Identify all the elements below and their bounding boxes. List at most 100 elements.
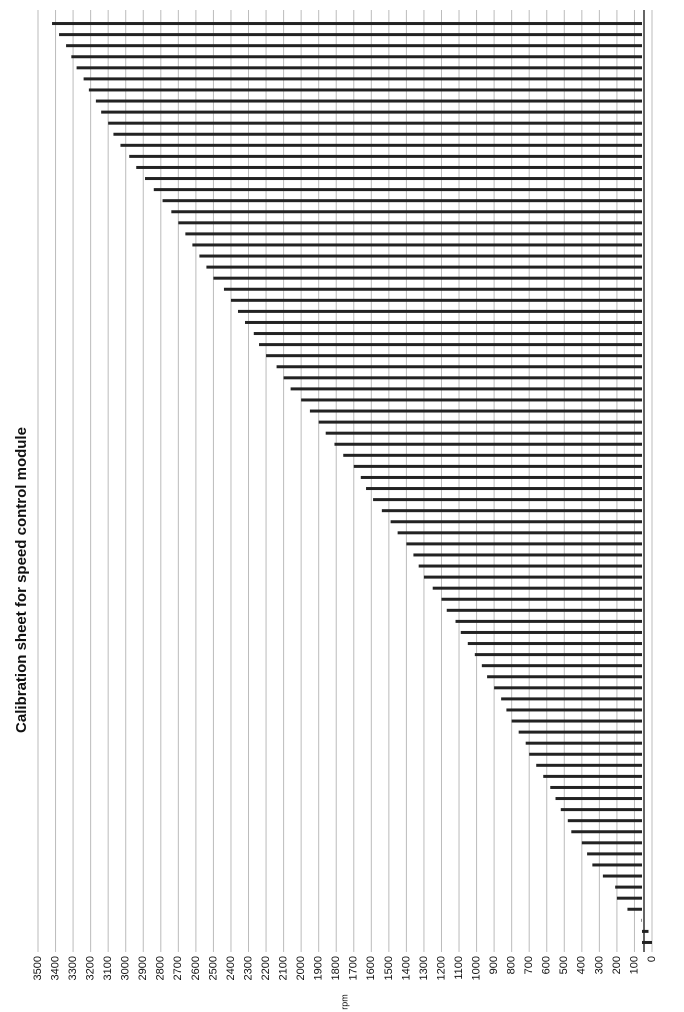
bar (390, 520, 642, 524)
bar (52, 22, 642, 26)
bar (178, 221, 643, 225)
x-tick-label: 2600 (190, 956, 202, 980)
x-tick-label: 1800 (330, 956, 342, 980)
bar (536, 763, 642, 767)
bar (373, 498, 642, 502)
x-tick-label: 2400 (225, 956, 237, 980)
x-tick-label: 400 (576, 956, 588, 974)
bar (136, 165, 643, 169)
bar (455, 619, 642, 623)
x-tick-label: 2900 (137, 956, 149, 980)
bar (441, 597, 642, 601)
bar (266, 354, 642, 358)
bar (560, 808, 642, 812)
bar (550, 785, 642, 789)
bar (641, 918, 642, 922)
bar (309, 409, 642, 413)
bar (581, 841, 642, 845)
bar (71, 55, 643, 59)
bar (276, 365, 642, 369)
x-tick-label: 800 (506, 956, 518, 974)
x-tick-label: 1300 (418, 956, 430, 980)
x-tick-label: 700 (523, 956, 535, 974)
bar (171, 210, 642, 214)
chart-title: Calibration sheet for speed control modu… (13, 427, 30, 733)
bar (615, 885, 642, 889)
x-tick-label: 2000 (295, 956, 307, 980)
bar (423, 575, 642, 579)
axis-label: rpm (339, 994, 349, 1010)
bar (301, 398, 642, 402)
bar (511, 719, 642, 723)
bar (587, 852, 642, 856)
bar (59, 33, 642, 37)
bar (529, 752, 642, 756)
bar (145, 177, 643, 181)
bar (237, 309, 642, 313)
bar (66, 44, 642, 48)
bar (543, 774, 642, 778)
x-tick-label: 1100 (453, 956, 465, 980)
bar (230, 298, 642, 302)
bar (199, 254, 642, 258)
bar (616, 896, 642, 900)
x-tick-label: 0 (646, 956, 658, 962)
bar (283, 376, 642, 380)
bar (334, 442, 642, 446)
x-tick-label: 3000 (120, 956, 132, 980)
bar (627, 907, 642, 911)
x-tick-label: 300 (593, 956, 605, 974)
bar (501, 697, 642, 701)
bar (525, 741, 642, 745)
bar (481, 664, 642, 668)
bar (95, 99, 643, 103)
bar (642, 940, 652, 944)
bar (567, 819, 642, 823)
bar (406, 542, 642, 546)
bar (192, 243, 642, 247)
bar (397, 531, 642, 535)
x-tick-label: 1700 (348, 956, 360, 980)
bar (120, 143, 643, 147)
bar (290, 387, 642, 391)
bar (83, 77, 642, 81)
x-tick-label: 3500 (32, 956, 44, 980)
bar (153, 188, 643, 192)
bar (101, 110, 642, 114)
x-tick-label: 2200 (260, 956, 272, 980)
x-tick-label: 1900 (313, 956, 325, 980)
bar (413, 553, 642, 557)
x-tick-label: 900 (488, 956, 500, 974)
bar (418, 564, 642, 568)
bar (494, 686, 642, 690)
bar (360, 475, 642, 479)
bar (325, 431, 642, 435)
bar (474, 653, 642, 657)
bar (253, 332, 642, 336)
x-tick-label: 3300 (67, 956, 79, 980)
bar (76, 66, 642, 70)
bar (460, 630, 642, 634)
bar (592, 863, 642, 867)
x-tick-label: 3400 (49, 956, 61, 980)
x-tick-label: 1000 (470, 956, 482, 980)
bar (129, 154, 643, 158)
bar (446, 608, 642, 612)
bar (602, 874, 642, 878)
x-tick-label: 2700 (172, 956, 184, 980)
bar (213, 276, 642, 280)
x-tick-label: 3100 (102, 956, 114, 980)
bar (162, 199, 642, 203)
x-tick-label: 200 (611, 956, 623, 974)
bar (259, 343, 642, 347)
bar (381, 509, 642, 513)
bar (245, 320, 642, 324)
bar (206, 265, 642, 269)
bar (88, 88, 643, 92)
bar (223, 287, 642, 291)
bar (487, 675, 642, 679)
x-tick-label: 1400 (400, 956, 412, 980)
x-tick-label: 2800 (155, 956, 167, 980)
bar (555, 797, 642, 801)
bar (366, 487, 642, 491)
